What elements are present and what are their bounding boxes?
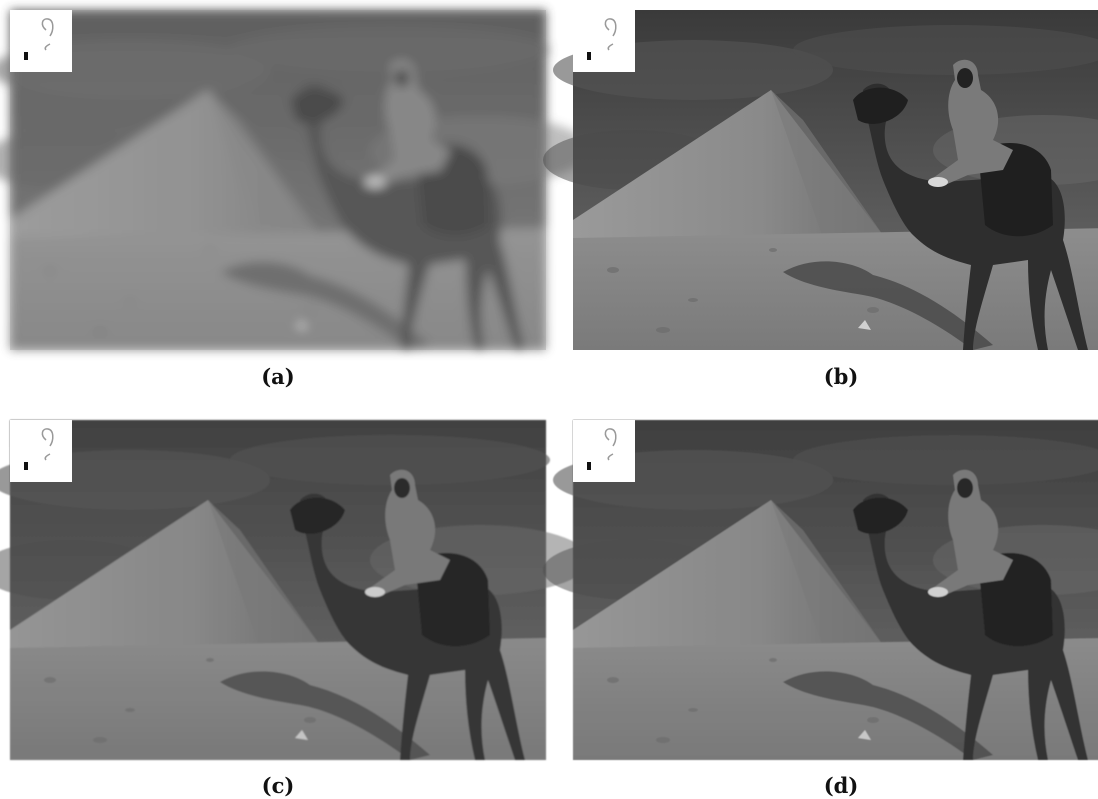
- panel-label: (c): [218, 773, 338, 798]
- panel-image-d: [543, 420, 1098, 760]
- panel-label: (b): [781, 364, 901, 389]
- panel-label: (d): [781, 773, 901, 798]
- panel-image-b: [543, 10, 1098, 350]
- panel-image-a: [0, 10, 590, 350]
- image-grid: [0, 0, 1098, 799]
- panel-label: (a): [218, 364, 338, 389]
- panel-image-c: [0, 420, 590, 760]
- figure: (a) (b) (c) (d): [0, 0, 1098, 799]
